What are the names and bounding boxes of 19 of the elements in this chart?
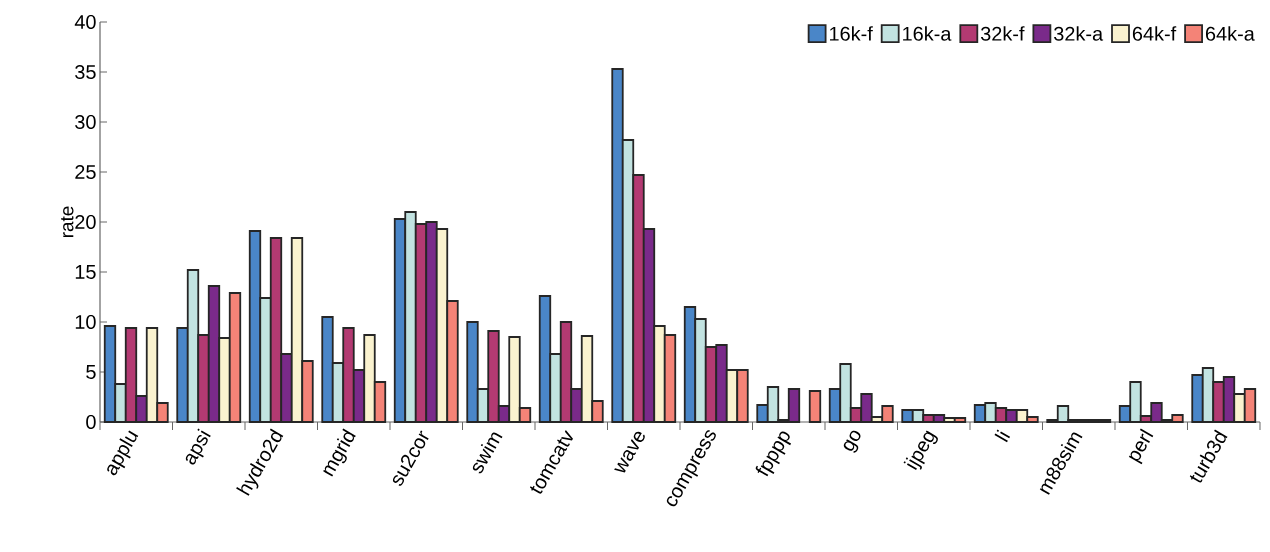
legend-label: 32k-a (1054, 26, 1104, 41)
x-tick-label: go (843, 430, 861, 453)
y-tick-label: 40 (74, 14, 96, 30)
legend-label: 64k-a (1205, 26, 1255, 41)
y-axis-title: rate (61, 206, 74, 238)
y-tick-label: 15 (75, 265, 96, 279)
legend-label: 16k-f (830, 26, 873, 41)
y-tick-label: 10 (75, 314, 96, 330)
y-tick-label: 0 (86, 414, 96, 430)
y-tick-label: 20 (75, 214, 96, 230)
y-tick-label: 5 (86, 365, 96, 379)
y-tick-label: 35 (75, 64, 96, 80)
legend-label: 64k-f (1132, 26, 1177, 41)
y-tick-label: 25 (75, 164, 96, 180)
x-tick-label: li (994, 429, 1011, 443)
legend-label: 16k-a (903, 26, 952, 41)
legend-label: 32k-f (980, 26, 1025, 41)
y-tick-label: 30 (75, 114, 96, 130)
bar (808, 390, 822, 423)
